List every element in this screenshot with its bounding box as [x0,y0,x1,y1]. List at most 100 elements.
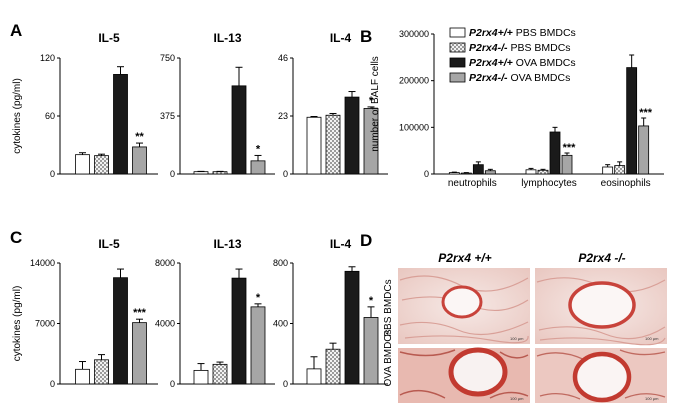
histology-image: 100 µm [398,347,530,403]
legend-item: P2rx4+/+ OVA BMDCs [449,57,576,69]
chart-b-balf-cells: 0 100000 200000 300000 number of BALF cells n… [370,29,664,189]
legend-swatch [449,57,466,68]
panel-letter-b: B [360,27,372,46]
y-tick-label: 0 [50,169,55,179]
legend-item: P2rx4-/- PBS BMDCs [449,42,571,54]
histology-panel: P2rx4 +/+ P2rx4 -/- PBS BMDCs OVA BMDCs … [383,251,667,403]
bar [537,169,549,175]
y-tick-label: 8000 [155,258,175,268]
y-tick-label: 120 [40,53,55,63]
significance-marker: * [256,292,261,304]
svg-text:100 µm: 100 µm [645,396,659,401]
bar [549,131,561,175]
chart-title: IL-13 [213,31,241,45]
chart-title: IL-5 [98,31,120,45]
significance-marker: * [369,295,374,307]
histology-row-label: PBS BMDCs [383,279,394,336]
bar [363,317,379,385]
x-category-label: neutrophils [448,178,497,189]
y-tick-label: 300000 [399,29,429,39]
bar [525,169,537,175]
y-tick-label: 0 [50,379,55,389]
svg-text:100 µm: 100 µm [510,396,524,401]
legend-item: P2rx4-/- OVA BMDCs [449,72,570,84]
y-tick-label: 60 [45,111,55,121]
histology-image: 100 µm [398,268,530,344]
y-tick-label: 0 [170,379,175,389]
y-tick-label: 0 [170,169,175,179]
bar [306,368,322,385]
significance-marker: *** [563,142,577,154]
legend-label: P2rx4+/+ OVA BMDCs [469,57,576,69]
significance-marker: *** [639,107,653,119]
bar [344,96,360,175]
histology-image: 100 µm [535,268,667,346]
bar [231,277,247,385]
bar [561,154,573,175]
bar [484,170,496,175]
y-tick-label: 0 [283,169,288,179]
y-axis-label: number of BALF cells [370,56,381,152]
legend-swatch [449,27,466,38]
legend-label: P2rx4-/- PBS BMDCs [469,42,571,54]
bar [460,172,472,175]
significance-marker: ** [135,131,144,143]
bar [231,85,247,175]
y-tick-label: 46 [278,53,288,63]
bar [113,277,128,385]
significance-marker: * [256,143,261,155]
bar [325,114,341,175]
bar [614,165,626,175]
y-axis-label: cytokines (pg/ml) [12,78,23,154]
chart-title: IL-13 [213,237,241,251]
y-axis-label: cytokines (pg/ml) [12,286,23,362]
legend-label: P2rx4-/- OVA BMDCs [469,72,570,84]
y-tick-label: 23 [278,111,288,121]
bar [250,306,266,385]
histology-col-label: P2rx4 +/+ [438,251,491,265]
histology-col-label: P2rx4 -/- [578,251,625,265]
bar [448,172,460,175]
bar [472,164,484,175]
y-tick-label: 0 [424,169,429,179]
bar [94,359,109,385]
x-category-label: eosinophils [601,178,651,189]
bar [75,368,90,385]
y-tick-label: 14000 [30,258,55,268]
svg-text:100 µm: 100 µm [645,336,659,341]
legend-swatch [449,42,466,53]
bar [212,171,228,175]
panel-letter-c: C [10,228,22,247]
chart-a-il5: IL-5 0 60 120 cytokines (pg/ml) ** [12,31,158,179]
bar [113,74,128,175]
y-tick-label: 0 [283,379,288,389]
chart-c-il4: IL-4 0 400 800 * [273,237,388,389]
chart-title: IL-5 [98,237,120,251]
y-tick-label: 750 [160,53,175,63]
bar [344,270,360,385]
chart-title: IL-4 [330,237,352,251]
y-tick-label: 400 [273,319,288,329]
legend: P2rx4+/+ PBS BMDCs P2rx4-/- PBS BMDCs P2… [449,27,576,84]
y-tick-label: 200000 [399,76,429,86]
chart-a-il13: IL-13 0 375 750 * [160,31,275,179]
chart-a-il4: IL-4 0 23 46 * [278,31,388,179]
y-tick-label: 100000 [399,122,429,132]
bar [638,125,650,175]
bar [75,154,90,175]
significance-marker: *** [133,307,147,319]
panel-letter-d: D [360,231,372,250]
y-tick-label: 4000 [155,319,175,329]
bar [132,322,147,385]
bar [626,67,638,175]
svg-text:100 µm: 100 µm [510,336,524,341]
histology-image: 100 µm [535,348,667,403]
bar [193,171,209,175]
bar [325,348,341,385]
legend-item: P2rx4+/+ PBS BMDCs [449,27,576,39]
y-tick-label: 375 [160,111,175,121]
bar [250,160,266,175]
x-category-label: lymphocytes [521,178,577,189]
y-tick-label: 7000 [35,319,55,329]
